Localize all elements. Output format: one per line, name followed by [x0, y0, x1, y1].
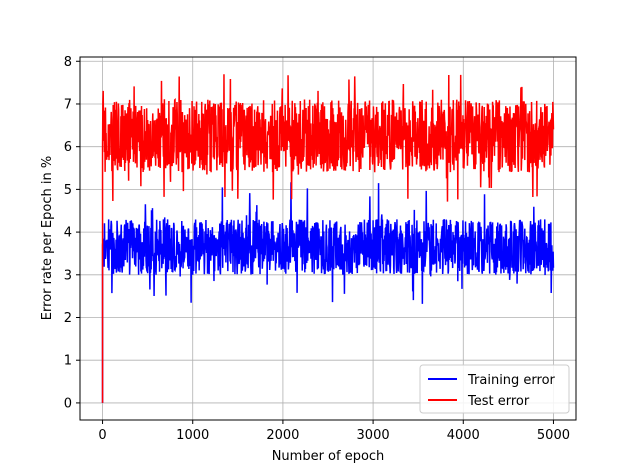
y-tick-label: 6	[64, 140, 72, 155]
y-axis-label: Error rate per Epoch in %	[40, 156, 55, 320]
y-tick-label: 0	[64, 396, 72, 411]
x-tick-label: 3000	[357, 428, 390, 443]
legend: Training error Test error	[419, 364, 570, 414]
x-tick-label: 0	[98, 428, 106, 443]
x-axis-label: Number of epoch	[272, 449, 385, 464]
x-tick-label: 5000	[537, 428, 570, 443]
axis-ticks: 0 1000 2000 3000 4000 5000 0 1 2 3 4 5 6 7 8	[64, 55, 570, 443]
y-tick-label: 7	[64, 97, 72, 112]
x-tick-label: 1000	[176, 428, 209, 443]
y-tick-label: 3	[64, 268, 72, 283]
y-tick-label: 4	[64, 226, 72, 241]
legend-label-test: Test error	[467, 394, 530, 409]
y-tick-label: 1	[64, 354, 72, 369]
series-line-test-error	[101, 74, 555, 403]
legend-box	[419, 364, 570, 414]
plot-frame	[79, 56, 577, 421]
y-tick-label: 5	[64, 183, 72, 198]
x-tick-label: 2000	[266, 428, 299, 443]
series-lines	[101, 74, 555, 403]
y-tick-label: 8	[64, 55, 72, 70]
series-line-training-error	[101, 182, 555, 403]
legend-label-training: Training error	[467, 373, 556, 388]
x-tick-label: 4000	[447, 428, 480, 443]
y-tick-label: 2	[64, 311, 72, 326]
